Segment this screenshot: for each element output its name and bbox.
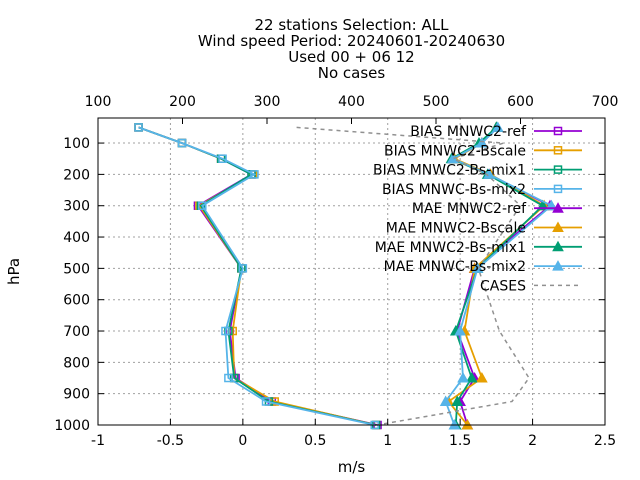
y-tick-label: 1000 [54,418,90,434]
data-point [454,324,466,336]
title-line: Wind speed Period: 20240601-20240630 [198,32,505,50]
title-line: Used 00 + 06 12 [288,48,414,66]
x-tick-label: 0 [238,433,247,449]
data-point [134,123,143,132]
x2-tick-label: 500 [423,94,450,110]
data-point [250,170,259,179]
x2-tick-label: 200 [169,94,196,110]
x-axis-label: m/s [338,458,366,476]
data-point [491,121,504,132]
series-line [296,126,530,426]
data-point [553,146,563,155]
series-bias-mnwc2-bscale [134,123,381,430]
y-tick-label: 700 [63,324,90,340]
data-point [552,260,564,271]
y-tick-label: 800 [63,355,90,371]
legend-label: BIAS MNWC2-Bscale [384,143,526,159]
title-line: No cases [318,64,386,82]
y-tick-label: 400 [63,230,90,246]
data-point [177,138,187,148]
data-point [553,165,563,174]
legend-label: MAE MNWC2-ref [412,201,527,217]
x2-tick-label: 700 [592,94,619,110]
x-tick-label: 0.5 [304,433,326,449]
series-bias-mnwc2-ref [134,123,382,430]
legend: BIAS MNWC2-ref BIAS MNWC2-Bscale BIAS MNWC… [373,124,582,294]
legend-label: MAE MNWC2-Bs-mix1 [375,240,526,256]
data-point [471,262,484,273]
data-point [221,326,230,336]
x-tick-label: 2.5 [594,433,616,449]
x2-tick-label: 300 [254,94,281,110]
series-line [449,126,545,426]
legend-label: MAE MNWC2-Bscale [386,221,526,237]
data-point [451,395,464,407]
data-point [218,154,227,163]
legend-label: CASES [480,278,526,294]
y-tick-label: 900 [63,387,90,403]
data-point [465,371,478,383]
axis-ticks: -1 -0.5 0 0.5 1 1.5 2 2.5 100 200 300 400 500 600 700 1… [54,94,618,449]
x2-tick-label: 100 [85,94,112,110]
data-point [476,371,488,383]
x-tick-label: 1 [383,433,392,449]
plot-border [97,117,606,426]
x-tick-label: 1.5 [449,433,471,449]
grid-lines [98,118,605,425]
series-line [444,126,554,426]
series-line [138,126,375,426]
legend-label: MAE MNWC-Bs-mix2 [384,259,526,275]
data-point [457,371,469,383]
x-tick-label: -0.5 [157,433,184,449]
data-point [439,395,452,407]
y-tick-label: 300 [63,199,90,215]
x-tick-label: -1 [91,433,105,449]
x2-tick-label: 400 [338,94,365,110]
title-line: 22 stations Selection: ALL [255,16,450,34]
data-point [553,184,563,194]
y-tick-label: 600 [63,293,90,309]
data-point [552,240,564,252]
data-point [238,264,248,273]
data-point [261,397,271,406]
y-axis-label: hPa [5,258,23,285]
legend-label: BIAS MNWC2-ref [410,124,527,140]
y-tick-label: 500 [63,261,90,277]
series-cases [296,126,530,426]
series-bias-mnwc-bs-mix2 [134,123,379,430]
legend-label: BIAS MNWC2-Bs-mix1 [373,163,526,179]
series-bias-mnwc2-bs-mix1 [134,123,381,430]
data-point [224,373,233,383]
data-point [198,201,207,210]
legend-label: BIAS MNWC-Bs-mix2 [382,182,526,198]
x2-tick-label: 600 [507,94,534,110]
data-point [476,137,488,148]
data-point [553,126,563,136]
data-point [552,221,564,232]
y-tick-label: 200 [63,167,90,183]
data-point [552,202,564,213]
x-tick-label: 2 [528,433,537,449]
y-tick-label: 100 [63,136,90,152]
